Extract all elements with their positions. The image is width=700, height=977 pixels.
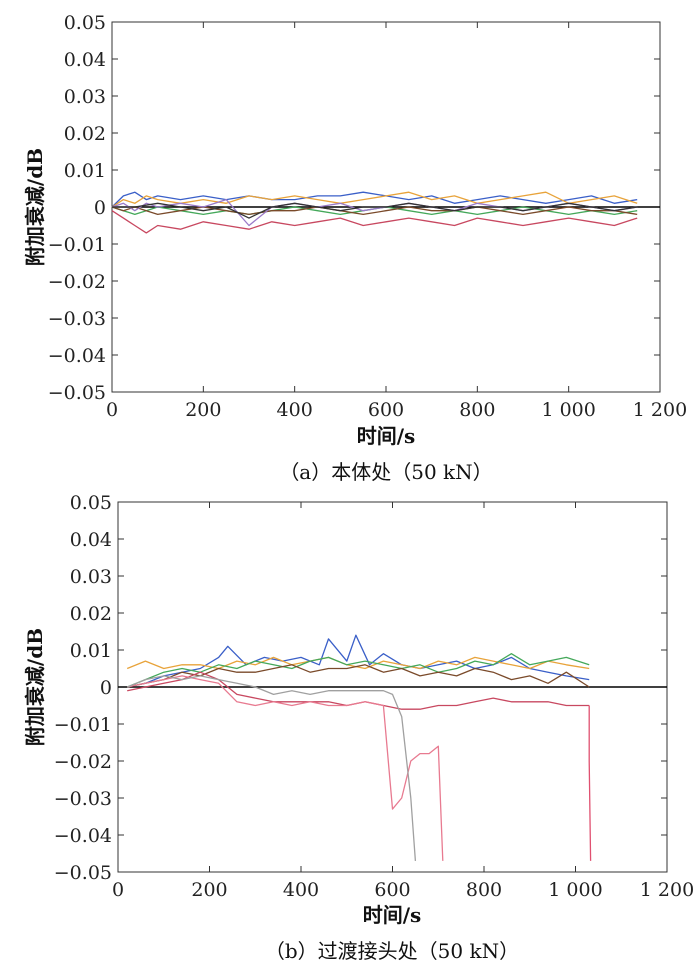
y-axis-label-a: 附加衰减/dB [23, 148, 47, 266]
x-tick-labels-a: 0 200 400 600 800 1 000 1 200 [106, 399, 687, 421]
y-tick-label: 0.05 [64, 12, 106, 34]
series-line-5 [111, 210, 638, 234]
x-tick-label: 800 [459, 399, 495, 421]
series-line-2 [111, 191, 638, 208]
x-tick-label: 600 [368, 399, 404, 421]
y-tick-label: 0 [100, 677, 112, 699]
y-tick-label: −0.02 [48, 271, 106, 293]
x-tick-label: 0 [112, 879, 124, 901]
x-tick-label: 800 [466, 879, 502, 901]
y-tick-label: 0.05 [70, 492, 112, 514]
y-tick-label: 0.04 [64, 49, 106, 71]
y-tick-label: −0.03 [54, 788, 112, 810]
y-tick-label: 0.01 [70, 640, 112, 662]
y-axis-label-b: 附加衰减/dB [23, 628, 47, 746]
series-line-1 [111, 191, 638, 208]
series-line-1 [127, 634, 590, 688]
series-line-7 [126, 675, 417, 861]
y-tick-label: −0.02 [54, 751, 112, 773]
y-tick-label: 0.01 [64, 160, 106, 182]
y-tick-label: −0.04 [48, 345, 106, 367]
x-tick-label: 600 [374, 879, 410, 901]
x-tick-label: 1 000 [548, 879, 602, 901]
series-line-4 [127, 664, 590, 688]
y-tick-label: 0.02 [64, 123, 106, 145]
series-line-3 [126, 653, 590, 688]
x-tick-label: 1 200 [640, 879, 694, 901]
series-line-8 [588, 705, 592, 861]
x-tick-label: 400 [283, 879, 319, 901]
y-tick-label: 0 [94, 197, 106, 219]
series-line-6 [127, 675, 444, 861]
x-tick-label: 200 [185, 399, 221, 421]
y-tick-labels-b: 0.05 0.04 0.03 0.02 0.01 0 −0.01 −0.02 −0.03 −0.0… [54, 492, 112, 884]
series-line-4 [111, 206, 638, 216]
caption-b: （b）过渡接头处（50 kN） [265, 939, 519, 963]
y-tick-label: −0.05 [54, 862, 112, 884]
series-group-b [126, 634, 592, 861]
x-tick-labels-b: 0 200 400 600 800 1 000 1 200 [112, 879, 694, 901]
y-tick-label: −0.01 [54, 714, 112, 736]
y-tick-label: −0.05 [48, 382, 106, 404]
x-axis-label-a: 时间/s [357, 424, 416, 448]
y-tick-label: 0.03 [70, 566, 112, 588]
y-tick-labels-a: 0.05 0.04 0.03 0.02 0.01 0 −0.01 −0.02 −0.03 −0.0… [48, 12, 106, 404]
series-line-7 [112, 202, 638, 219]
x-tick-label: 400 [277, 399, 313, 421]
series-group-a [111, 191, 638, 234]
y-tick-label: 0.04 [70, 529, 112, 551]
y-tick-label: −0.01 [48, 234, 106, 256]
y-tick-label: −0.03 [48, 308, 106, 330]
y-tick-label: −0.04 [54, 825, 112, 847]
x-tick-label: 1 000 [541, 399, 595, 421]
x-tick-label: 0 [106, 399, 118, 421]
x-tick-label: 1 200 [633, 399, 687, 421]
y-tick-label: 0.02 [70, 603, 112, 625]
caption-a: （a）本体处（50 kN） [279, 460, 492, 484]
y-tick-label: 0.03 [64, 86, 106, 108]
x-axis-label-b: 时间/s [363, 903, 422, 927]
chart-panel-b: 0.05 0.04 0.03 0.02 0.01 0 −0.01 −0.02 −0.03 −0.0… [23, 492, 694, 963]
chart-panel-a: 0.05 0.04 0.03 0.02 0.01 0 −0.01 −0.02 −0.03 −0.0… [23, 12, 687, 484]
x-tick-label: 200 [191, 879, 227, 901]
